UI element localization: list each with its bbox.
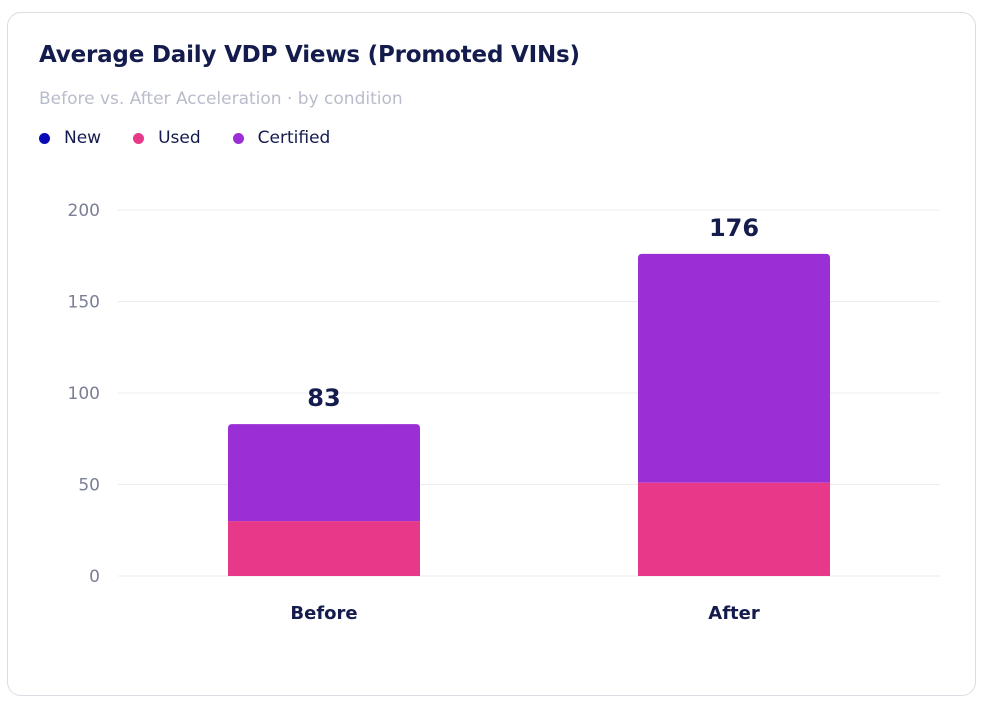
bar-segment-certified-before: [228, 424, 420, 522]
legend-swatch-certified: [232, 132, 244, 144]
bar-total-label: 176: [709, 214, 759, 242]
bar-segment-used-before: [228, 521, 420, 576]
x-category-label: Before: [290, 603, 357, 624]
legend-item-new[interactable]: New: [39, 128, 101, 148]
x-category-label: After: [708, 603, 760, 624]
chart-subtitle: Before vs. After Acceleration · by condi…: [39, 89, 403, 109]
bar-segment-certified-after: [638, 253, 830, 483]
legend-item-used[interactable]: Used: [133, 128, 201, 148]
y-tick-label: 0: [89, 567, 100, 587]
legend-swatch-new: [39, 132, 50, 144]
legend-label-used: Used: [158, 128, 201, 148]
y-tick-label: 50: [78, 476, 100, 496]
bar-total-label: 83: [307, 384, 340, 412]
legend-item-certified[interactable]: Certified: [232, 128, 331, 148]
legend-label-certified: Certified: [257, 128, 331, 148]
bar-segment-used-after: [638, 482, 830, 576]
y-tick-label: 100: [68, 384, 100, 404]
y-tick-label: 150: [68, 293, 100, 313]
legend-swatch-used: [133, 132, 145, 144]
chart-title: Average Daily VDP Views (Promoted VINs): [39, 42, 580, 68]
legend-label-new: New: [64, 128, 102, 148]
chart-legend: New Used Certified: [39, 128, 362, 148]
y-tick-label: 200: [68, 201, 100, 221]
